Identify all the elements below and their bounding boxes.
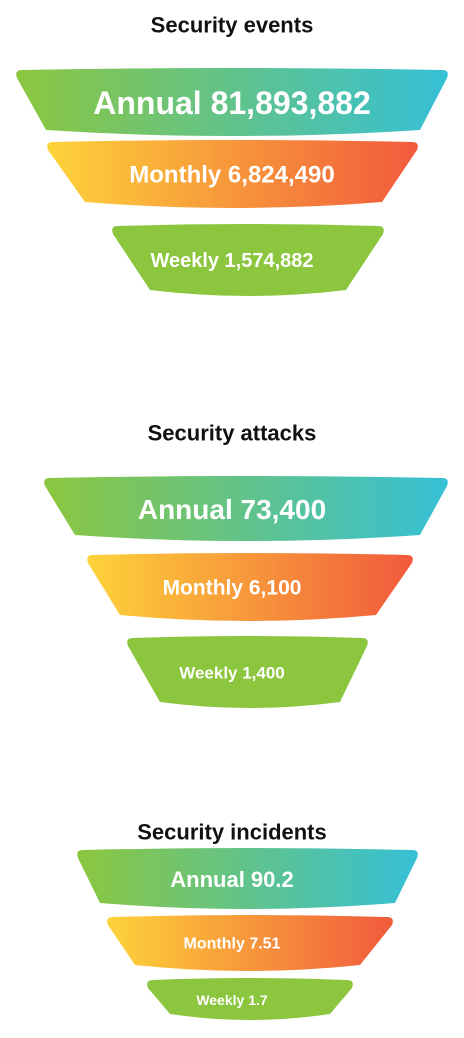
funnel-label: Annual 81,893,882 [93,85,370,121]
funnel-band [44,476,448,541]
funnel-label: Weekly 1,400 [179,664,285,683]
funnel-label: Monthly 7.51 [184,936,281,953]
funnel-band [107,915,393,971]
funnel-band [77,848,418,909]
funnel-band [127,636,368,708]
funnel-band [47,140,418,208]
funnel-label: Weekly 1.7 [196,992,268,1008]
funnel-band [147,978,353,1020]
funnel-title: Security incidents [137,820,327,845]
funnel-title: Security attacks [148,421,317,446]
funnel-band [87,553,413,621]
funnel-label: Monthly 6,824,490 [129,162,334,189]
funnel-band [112,224,384,296]
funnel-label: Annual 90.2 [170,867,293,892]
funnel-band [16,68,448,136]
funnel-label: Weekly 1,574,882 [150,250,313,272]
funnel-title: Security events [151,13,314,38]
funnel-label: Monthly 6,100 [163,577,302,600]
funnel-label: Annual 73,400 [138,494,326,525]
